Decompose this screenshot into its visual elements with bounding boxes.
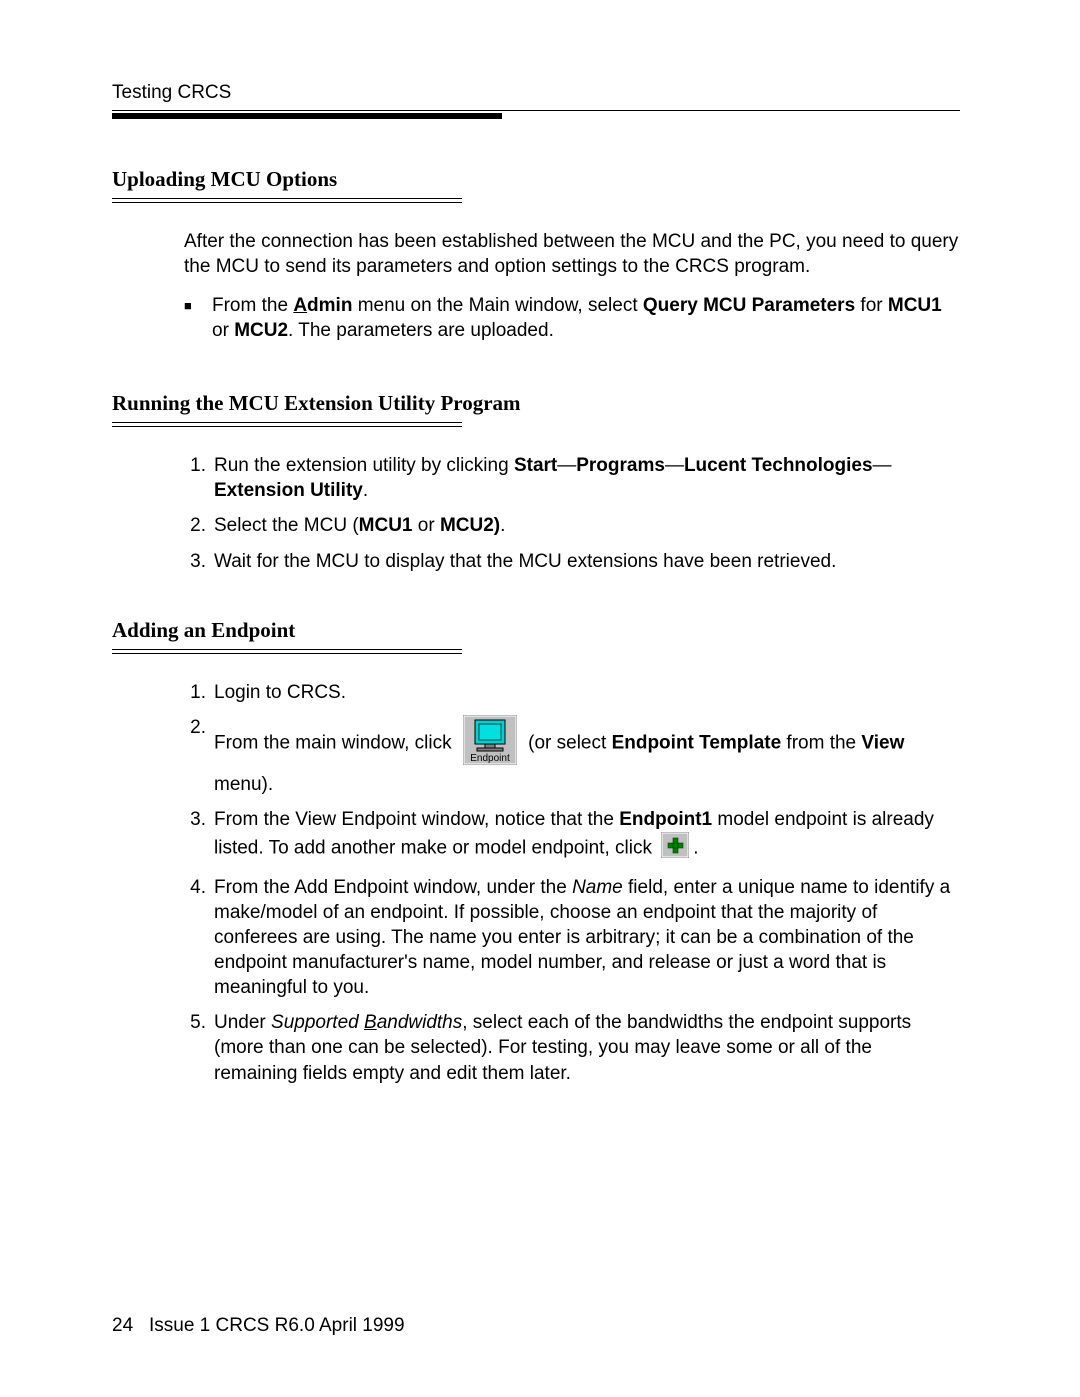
list-text: Under Supported Bandwidths, select each … — [214, 1010, 960, 1085]
endpoint-icon: Endpoint — [463, 715, 517, 772]
bullet-item: ■ From the Admin menu on the Main window… — [184, 293, 960, 343]
list-item: 2. From the main window, click Endpoint … — [184, 715, 960, 797]
section-rule — [112, 649, 462, 654]
list-item: 3. Wait for the MCU to display that the … — [184, 549, 960, 574]
list-number: 1. — [184, 453, 214, 478]
section-heading-uploading: Uploading MCU Options — [112, 167, 960, 192]
section2-body: 1. Run the extension utility by clicking… — [184, 453, 960, 573]
header-rule-thick — [112, 113, 502, 119]
list-number: 2. — [184, 715, 214, 740]
list-number: 2. — [184, 513, 214, 538]
list-number: 3. — [184, 807, 214, 832]
bullet-text: From the Admin menu on the Main window, … — [212, 293, 960, 343]
list-text: Run the extension utility by clicking St… — [214, 453, 960, 503]
list-text: From the main window, click Endpoint (or… — [214, 715, 960, 797]
list-text: Login to CRCS. — [214, 680, 960, 705]
list-text: Select the MCU (MCU1 or MCU2). — [214, 513, 960, 538]
list-number: 5. — [184, 1010, 214, 1035]
list-text: Wait for the MCU to display that the MCU… — [214, 549, 960, 574]
list-item: 1. Login to CRCS. — [184, 680, 960, 705]
list-item: 4. From the Add Endpoint window, under t… — [184, 875, 960, 1000]
header-rule-thin — [112, 110, 960, 111]
section3-body: 1. Login to CRCS. 2. From the main windo… — [184, 680, 960, 1086]
running-header: Testing CRCS — [112, 82, 960, 104]
intro-paragraph: After the connection has been establishe… — [184, 229, 960, 279]
section-rule — [112, 422, 462, 427]
section-rule — [112, 198, 462, 203]
list-item: 2. Select the MCU (MCU1 or MCU2). — [184, 513, 960, 538]
page-footer: 24 Issue 1 CRCS R6.0 April 1999 — [112, 1315, 405, 1337]
list-text: From the View Endpoint window, notice th… — [214, 807, 960, 865]
endpoint-icon-label: Endpoint — [470, 753, 510, 764]
page-number: 24 — [112, 1315, 133, 1336]
section-heading-running: Running the MCU Extension Utility Progra… — [112, 391, 960, 416]
document-page: Testing CRCS Uploading MCU Options After… — [0, 0, 1080, 1397]
list-number: 1. — [184, 680, 214, 705]
section1-body: After the connection has been establishe… — [184, 229, 960, 343]
bullet-marker: ■ — [184, 293, 212, 343]
list-number: 3. — [184, 549, 214, 574]
list-text: From the Add Endpoint window, under the … — [214, 875, 960, 1000]
list-item: 5. Under Supported Bandwidths, select ea… — [184, 1010, 960, 1085]
list-item: 1. Run the extension utility by clicking… — [184, 453, 960, 503]
plus-icon — [661, 832, 689, 865]
list-number: 4. — [184, 875, 214, 900]
list-item: 3. From the View Endpoint window, notice… — [184, 807, 960, 865]
issue-text: Issue 1 CRCS R6.0 April 1999 — [149, 1315, 405, 1336]
section-heading-adding: Adding an Endpoint — [112, 618, 960, 643]
